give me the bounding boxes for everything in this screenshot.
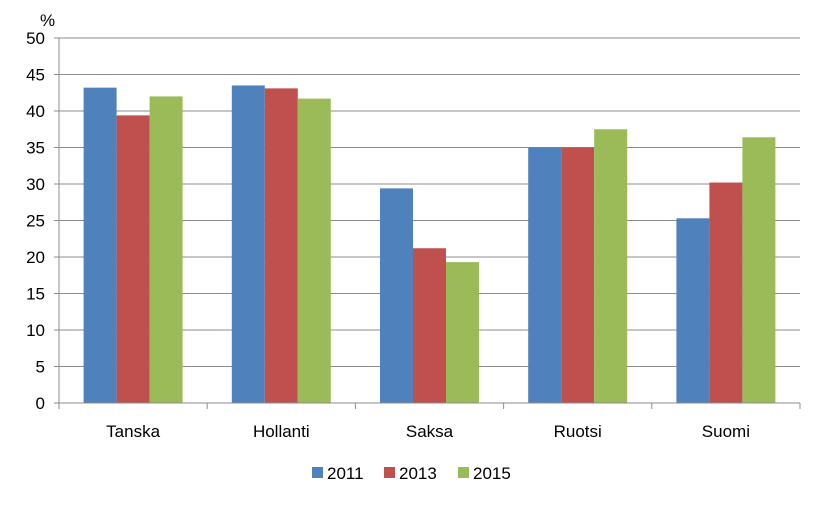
bar-saksa-2015: [446, 262, 479, 403]
y-tick-label: 30: [26, 175, 45, 194]
x-tick-labels: Tanska Hollanti Saksa Ruotsi Suomi: [106, 422, 750, 441]
y-tick-label: 50: [26, 29, 45, 48]
bar-tanska-2011: [83, 87, 117, 403]
y-tick-label: 15: [26, 285, 45, 304]
legend-label: 2013: [399, 464, 437, 483]
bar-tanska-2015: [149, 96, 183, 404]
bar-hollanti-2015: [297, 98, 331, 403]
legend-label: 2015: [473, 464, 511, 483]
x-tick-label: Suomi: [702, 422, 750, 441]
bar-suomi-2011: [676, 218, 710, 403]
x-tick-label: Hollanti: [253, 422, 310, 441]
bar-suomi-2015: [742, 137, 776, 403]
bar-suomi-2013: [709, 182, 743, 403]
legend-swatch-2011: [312, 467, 323, 478]
bar-tanska-2013: [116, 115, 150, 403]
y-tick-labels: 0 5 10 15 20 25 30 35 40 45 50: [26, 29, 45, 413]
legend-swatch-2013: [384, 467, 395, 478]
bar-hollanti-2013: [264, 88, 298, 404]
x-tick-label: Tanska: [106, 422, 160, 441]
x-tick-label: Ruotsi: [554, 422, 602, 441]
bar-hollanti-2011: [231, 85, 265, 403]
bar-saksa-2011: [380, 188, 413, 403]
y-tick-label: 25: [26, 212, 45, 231]
y-tick-label: 45: [26, 66, 45, 85]
y-tick-label: 35: [26, 139, 45, 158]
legend-swatch-2015: [458, 467, 469, 478]
bar-saksa-2013: [413, 248, 446, 403]
y-tick-label: 0: [36, 394, 45, 413]
bar-ruotsi-2011: [528, 147, 562, 403]
legend-label: 2011: [327, 464, 364, 483]
bar-ruotsi-2013: [561, 147, 595, 403]
x-tick-label: Saksa: [406, 422, 454, 441]
y-unit-label: %: [40, 11, 55, 30]
legend: 2011 2013 2015: [312, 464, 511, 483]
bar-ruotsi-2015: [594, 129, 628, 403]
y-tick-label: 40: [26, 102, 45, 121]
axes: [54, 37, 801, 409]
bars: [83, 85, 776, 404]
y-tick-label: 20: [26, 248, 45, 267]
y-tick-label: 10: [26, 321, 45, 340]
y-tick-label: 5: [36, 358, 45, 377]
